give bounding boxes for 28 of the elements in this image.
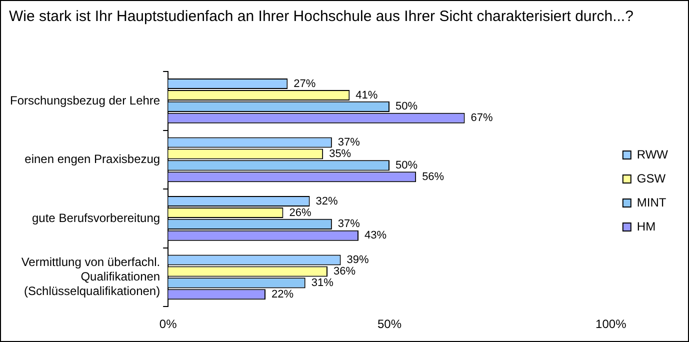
x-tick-label: 0% xyxy=(159,317,178,332)
legend-label: MINT xyxy=(636,195,667,210)
data-label: 41% xyxy=(356,89,378,102)
data-label: 39% xyxy=(346,254,370,266)
data-label: 50% xyxy=(395,100,418,113)
data-label: 67% xyxy=(470,112,494,124)
y-tick-label: Forschungsbezug der Lehre xyxy=(10,93,160,108)
data-label: 37% xyxy=(338,218,360,230)
legend-label: GSW xyxy=(636,171,666,186)
data-label: 56% xyxy=(422,170,444,183)
y-tick-label: Vermittlung von überfachl. Qualifikationen (Schlüsselqualifikationen) xyxy=(21,255,160,298)
x-tick-label: 50% xyxy=(377,317,402,332)
data-label: 50% xyxy=(395,159,418,172)
data-label: 43% xyxy=(364,230,387,242)
legend-label: RWW xyxy=(636,147,669,162)
data-label: 32% xyxy=(316,195,338,208)
data-label: 26% xyxy=(289,206,312,219)
y-tick-label: einen engen Praxisbezug xyxy=(24,152,160,166)
chart-title: Wie stark ist Ihr Hauptstudienfach an Ihrer Hochschule aus Ihrer Sicht charakterisiert durch...? xyxy=(9,7,634,26)
y-tick-label: gute Berufsvorbereitung xyxy=(32,210,160,225)
data-label: 22% xyxy=(272,288,294,300)
data-label: 36% xyxy=(334,266,356,278)
data-label: 27% xyxy=(294,78,316,90)
data-label: 31% xyxy=(311,276,334,289)
x-tick-label: 100% xyxy=(596,317,627,332)
data-label: 37% xyxy=(338,136,360,149)
legend-label: HM xyxy=(636,219,656,234)
data-label: 35% xyxy=(329,148,352,160)
